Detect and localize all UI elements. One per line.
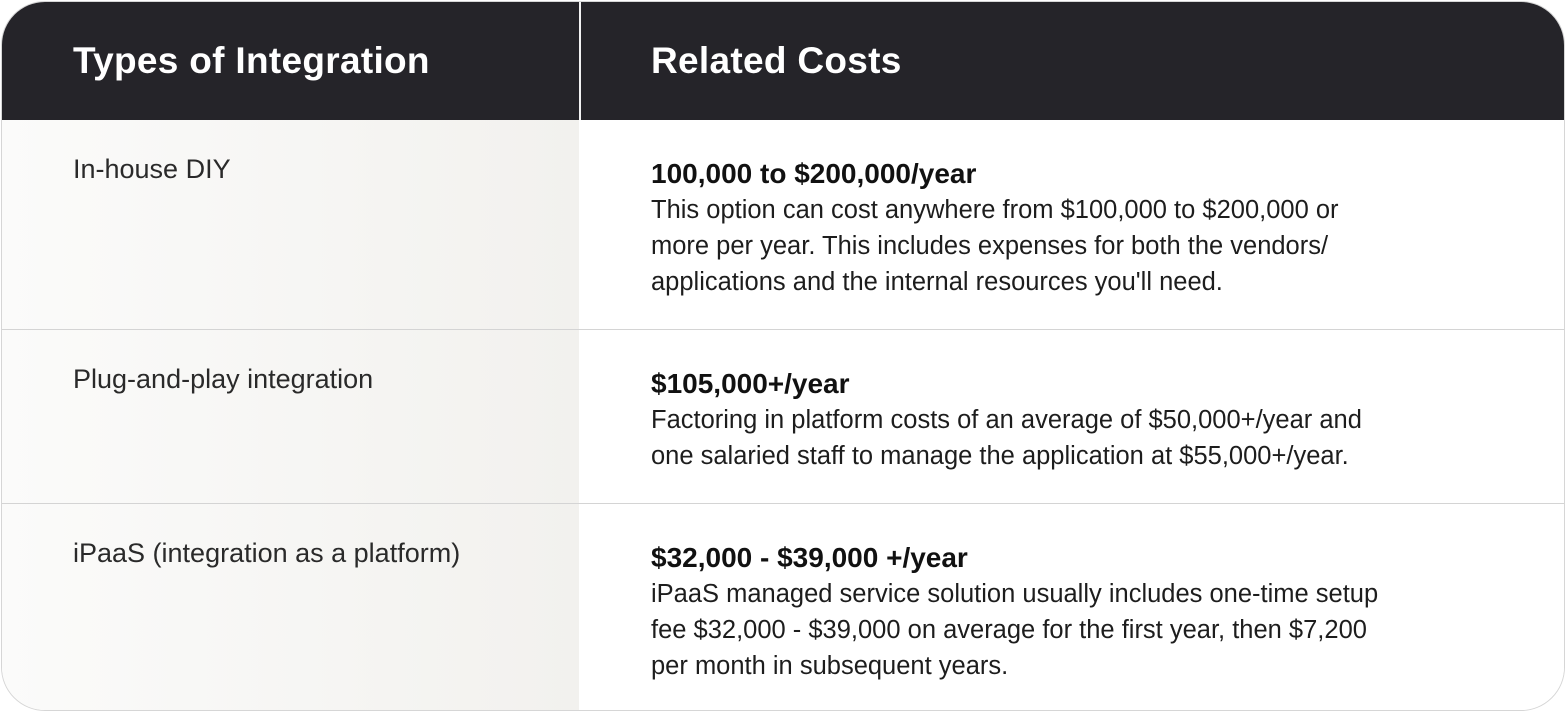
row-cost-ipaas: $32,000 - $39,000 +/year iPaaS managed s… bbox=[651, 540, 1531, 684]
cost-column-background bbox=[579, 120, 1564, 710]
table-header: Types of Integration Related Costs bbox=[2, 2, 1564, 120]
row-cost-plug-and-play: $105,000+/year Factoring in platform cos… bbox=[651, 366, 1531, 474]
header-related-costs: Related Costs bbox=[651, 40, 902, 81]
row-divider bbox=[2, 503, 1564, 504]
row-type-plug-and-play: Plug-and-play integration bbox=[73, 364, 374, 394]
cost-title: $32,000 - $39,000 +/year bbox=[651, 542, 968, 573]
row-type-ipaas: iPaaS (integration as a platform) bbox=[73, 538, 461, 568]
cost-description-line: more per year. This includes expenses fo… bbox=[651, 232, 1329, 260]
cost-description-line: iPaaS managed service solution usually i… bbox=[651, 580, 1379, 608]
row-cost-in-house-diy: 100,000 to $200,000/year This option can… bbox=[651, 156, 1531, 300]
cost-description-line: one salaried staff to manage the applica… bbox=[651, 442, 1349, 470]
header-column-divider bbox=[579, 2, 581, 120]
cost-description-line: applications and the internal resources … bbox=[651, 268, 1223, 296]
row-divider bbox=[2, 329, 1564, 330]
header-types-of-integration: Types of Integration bbox=[73, 40, 430, 81]
cost-description-line: per month in subsequent years. bbox=[651, 652, 1009, 680]
cost-description-line: fee $32,000 - $39,000 on average for the… bbox=[651, 616, 1367, 644]
row-type-in-house-diy: In-house DIY bbox=[73, 154, 231, 184]
type-column-background bbox=[2, 120, 579, 710]
cost-title: 100,000 to $200,000/year bbox=[651, 158, 977, 189]
cost-description-line: Factoring in platform costs of an averag… bbox=[651, 406, 1362, 434]
cost-title: $105,000+/year bbox=[651, 368, 850, 399]
cost-description-line: This option can cost anywhere from $100,… bbox=[651, 196, 1339, 224]
